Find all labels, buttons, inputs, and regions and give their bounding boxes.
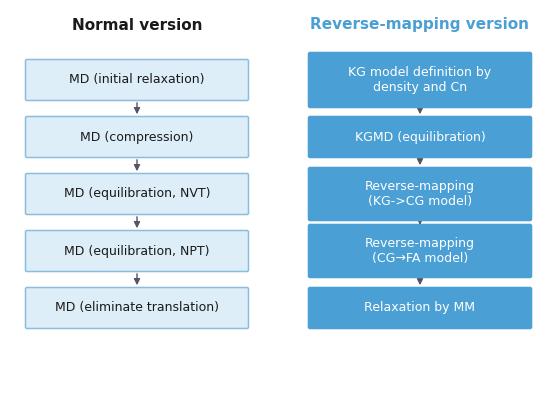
FancyBboxPatch shape	[26, 174, 249, 214]
FancyBboxPatch shape	[309, 288, 531, 328]
FancyBboxPatch shape	[26, 60, 249, 100]
FancyBboxPatch shape	[309, 168, 531, 220]
Text: KG model definition by
density and Cn: KG model definition by density and Cn	[348, 66, 492, 94]
FancyBboxPatch shape	[309, 52, 531, 108]
FancyBboxPatch shape	[26, 230, 249, 272]
Text: Relaxation by MM: Relaxation by MM	[365, 302, 475, 314]
FancyBboxPatch shape	[309, 116, 531, 158]
Text: MD (equilibration, NPT): MD (equilibration, NPT)	[64, 244, 210, 258]
FancyBboxPatch shape	[26, 116, 249, 158]
Text: MD (initial relaxation): MD (initial relaxation)	[69, 74, 205, 86]
Text: MD (compression): MD (compression)	[80, 130, 194, 144]
Text: Reverse-mapping
(CG→FA model): Reverse-mapping (CG→FA model)	[365, 237, 475, 265]
Text: Normal version: Normal version	[72, 18, 202, 32]
FancyBboxPatch shape	[309, 224, 531, 278]
Text: Reverse-mapping
(KG->CG model): Reverse-mapping (KG->CG model)	[365, 180, 475, 208]
Text: Reverse-mapping version: Reverse-mapping version	[310, 18, 530, 32]
Text: MD (eliminate translation): MD (eliminate translation)	[55, 302, 219, 314]
Text: KGMD (equilibration): KGMD (equilibration)	[354, 130, 486, 144]
Text: MD (equilibration, NVT): MD (equilibration, NVT)	[64, 188, 210, 200]
FancyBboxPatch shape	[26, 288, 249, 328]
